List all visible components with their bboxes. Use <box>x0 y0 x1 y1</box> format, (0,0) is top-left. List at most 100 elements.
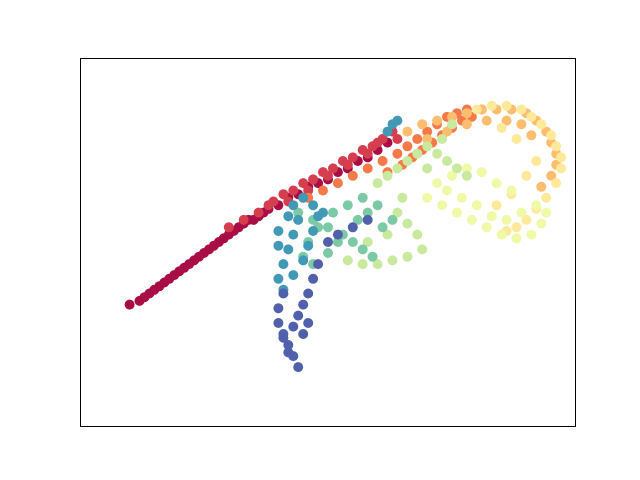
scatter-point <box>526 229 537 240</box>
scatter-point <box>273 226 284 236</box>
scatter-point <box>471 104 482 115</box>
scatter-point <box>422 141 433 152</box>
scatter-point <box>223 222 234 233</box>
scatter-point <box>278 189 289 200</box>
scatter-point <box>486 211 497 222</box>
scatter-point <box>293 362 304 373</box>
scatter-point <box>536 119 547 130</box>
scatter-point <box>283 347 294 358</box>
scatter-point <box>556 163 567 174</box>
scatter-point <box>516 207 527 218</box>
scatter-point <box>387 255 398 266</box>
scatter-point <box>402 218 413 229</box>
scatter-point <box>531 200 542 211</box>
scatter-point <box>347 222 358 233</box>
scatter-point <box>556 152 567 163</box>
scatter-point <box>521 170 532 181</box>
scatter-point <box>422 192 433 203</box>
scatter-point <box>526 130 537 141</box>
scatter-point <box>481 115 492 126</box>
scatter-point <box>308 273 319 284</box>
scatter-point <box>194 251 204 262</box>
scatter-point <box>501 115 512 126</box>
scatter-point <box>357 244 368 255</box>
scatter-point <box>318 185 328 196</box>
scatter-point <box>412 229 423 240</box>
scatter-point <box>496 122 507 133</box>
scatter-point <box>323 222 333 233</box>
scatter-point <box>402 251 413 262</box>
scatter-point <box>392 148 403 159</box>
scatter-point <box>437 200 448 211</box>
scatter-point <box>521 214 532 225</box>
scatter-point <box>516 104 527 115</box>
scatter-point <box>437 134 448 144</box>
scatter-point <box>288 321 299 332</box>
scatter-point <box>342 255 353 266</box>
scatter-point <box>422 134 433 144</box>
scatter-point <box>442 185 452 196</box>
scatter-point <box>278 332 289 343</box>
scatter-point <box>273 240 284 251</box>
scatter-point <box>144 288 155 299</box>
scatter-point <box>124 299 135 310</box>
scatter-point <box>323 170 333 181</box>
scatter-point <box>511 222 522 233</box>
scatter-point <box>213 237 224 247</box>
scatter-point <box>308 200 319 211</box>
scatter-point <box>362 214 373 225</box>
scatter-point <box>466 214 477 225</box>
scatter-point <box>461 163 472 174</box>
scatter-point <box>332 237 343 247</box>
scatter-point <box>546 130 557 141</box>
scatter-point <box>253 207 264 218</box>
scatter-point <box>308 226 319 236</box>
scatter-point <box>456 192 467 203</box>
scatter-point <box>536 218 547 229</box>
scatter-point <box>461 170 472 181</box>
scatter-point <box>541 207 552 218</box>
scatter-point <box>179 262 190 273</box>
scatter-point <box>546 170 557 181</box>
scatter-point <box>303 318 314 328</box>
scatter-point <box>397 192 408 203</box>
scatter-point <box>308 174 319 185</box>
scatter-point <box>288 200 299 211</box>
scatter-point <box>486 100 497 111</box>
scatter-point <box>332 229 343 240</box>
scatter-point <box>342 200 353 211</box>
scatter-point <box>536 181 547 192</box>
scatter-point <box>417 119 428 130</box>
scatter-point <box>273 318 284 328</box>
scatter-point <box>298 329 309 339</box>
scatter-point <box>332 178 343 189</box>
scatter-point <box>328 207 338 218</box>
scatter-point <box>278 259 289 270</box>
scatter-point <box>511 233 522 244</box>
scatter-point <box>447 170 457 181</box>
scatter-point <box>491 200 502 211</box>
scatter-point <box>491 178 502 189</box>
scatter-point <box>303 240 314 251</box>
scatter-point <box>159 277 170 288</box>
scatter-point <box>442 126 452 137</box>
scatter-point <box>412 134 423 144</box>
scatter-point <box>461 108 472 119</box>
scatter-point <box>352 214 363 225</box>
scatter-point <box>402 141 413 152</box>
scatter-point <box>283 211 294 222</box>
scatter-point <box>382 170 393 181</box>
scatter-point <box>283 244 294 255</box>
scatter-point <box>238 214 249 225</box>
scatter-point <box>402 156 413 166</box>
scatter-point <box>293 310 304 321</box>
scatter-point <box>432 115 443 126</box>
scatter-point <box>501 214 512 225</box>
scatter-point <box>298 299 309 310</box>
scatter-point <box>293 207 304 218</box>
scatter-point <box>461 119 472 130</box>
scatter-point <box>481 222 492 233</box>
scatter-point <box>357 259 368 270</box>
scatter-point <box>412 148 423 159</box>
